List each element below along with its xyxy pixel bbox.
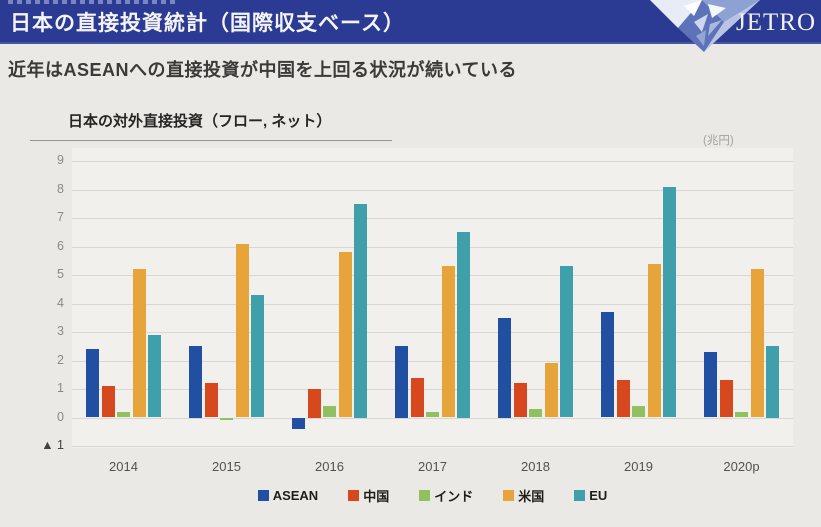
- bar-中国-2014: [101, 386, 115, 418]
- bar-インド-2017: [426, 411, 439, 418]
- bar-インド-2019: [632, 406, 645, 418]
- x-axis-tick-label: 2014: [109, 459, 138, 474]
- y-axis-tick-label: 4: [57, 295, 64, 310]
- legend-item-ASEAN: ASEAN: [257, 486, 319, 505]
- y-axis-tick-label: 8: [57, 181, 64, 196]
- bar-米国-2018: [544, 363, 558, 418]
- legend-item-中国: 中国: [348, 486, 389, 505]
- plot-background: [72, 148, 793, 448]
- legend-item-EU: EU: [574, 486, 607, 505]
- gridline: [72, 332, 793, 333]
- bar-中国-2018: [513, 383, 527, 418]
- gridline: [72, 360, 793, 362]
- slide-subtitle: 近年はASEANへの直接投資が中国を上回る状況が続いている: [8, 60, 517, 80]
- gridline: [72, 446, 793, 447]
- bar-中国-2016: [307, 389, 321, 418]
- page-title: 日本の直接投資統計（国際収支ベース）: [10, 12, 405, 35]
- chart-title-block: 日本の対外直接投資（フロー, ネット）: [30, 110, 392, 141]
- legend-label: ASEAN: [272, 488, 319, 503]
- bar-中国-2017: [410, 377, 424, 418]
- gridline: [72, 417, 793, 419]
- bar-EU-2015: [251, 294, 264, 418]
- bar-ASEAN-2016: [292, 417, 305, 429]
- legend-label: EU: [589, 488, 608, 503]
- legend-label: 米国: [518, 489, 545, 504]
- bar-インド-2014: [117, 411, 130, 418]
- gridline: [72, 275, 793, 276]
- bar-インド-2020p: [735, 411, 748, 418]
- bar-EU-2018: [560, 266, 573, 418]
- legend-label: 中国: [363, 489, 390, 504]
- bar-EU-2019: [663, 186, 676, 418]
- bar-EU-2014: [148, 334, 161, 418]
- bar-中国-2019: [616, 380, 630, 418]
- gridline: [72, 189, 793, 191]
- legend-swatch-icon: [574, 490, 586, 501]
- y-axis-tick-label: 5: [57, 267, 64, 281]
- gridline: [72, 161, 793, 162]
- bar-米国-2020p: [750, 269, 764, 418]
- y-axis-tick-label: ▲ 1: [41, 438, 64, 452]
- bar-米国-2017: [441, 266, 455, 418]
- legend-swatch-icon: [348, 490, 360, 501]
- x-axis-tick-label: 2018: [521, 459, 550, 474]
- bar-ASEAN-2019: [601, 312, 614, 418]
- bar-ASEAN-2018: [498, 317, 511, 418]
- legend-swatch-icon: [257, 490, 269, 501]
- bar-EU-2016: [354, 203, 367, 418]
- y-axis-tick-label: 6: [57, 238, 64, 253]
- bar-EU-2020p: [766, 346, 779, 418]
- jetro-logo-text: JETRO: [736, 9, 816, 36]
- legend-item-インド: インド: [419, 486, 473, 505]
- x-axis-tick-label: 2020p: [723, 459, 760, 474]
- bar-ASEAN-2017: [395, 346, 408, 418]
- bar-インド-2015: [220, 417, 233, 421]
- chart-legend: ASEAN 中国 インド 米国 EU: [72, 486, 793, 505]
- gridline: [72, 303, 793, 305]
- x-axis-tick-label: 2016: [315, 459, 344, 474]
- y-axis-tick-label: 9: [57, 153, 64, 167]
- bar-米国-2019: [647, 263, 661, 418]
- clipped-text-remnant: [8, 0, 178, 4]
- unit-label: (兆円): [703, 135, 734, 147]
- bar-米国-2014: [132, 269, 146, 418]
- gridline: [72, 389, 793, 390]
- legend-label: インド: [434, 489, 474, 504]
- y-axis-tick-label: 3: [57, 324, 64, 338]
- legend-item-米国: 米国: [503, 486, 544, 505]
- bar-インド-2016: [323, 406, 336, 418]
- gridline: [72, 218, 793, 219]
- bar-中国-2020p: [719, 380, 733, 418]
- chart-title: 日本の対外直接投資（フロー, ネット）: [68, 113, 332, 130]
- bar-インド-2018: [529, 408, 542, 418]
- y-axis-tick-label: 1: [57, 381, 64, 395]
- x-axis-tick-label: 2015: [212, 459, 241, 474]
- bar-EU-2017: [457, 232, 470, 418]
- bar-ASEAN-2020p: [704, 351, 717, 418]
- bar-ASEAN-2015: [189, 346, 202, 418]
- x-axis-tick-label: 2019: [624, 459, 653, 474]
- y-axis-tick-label: 2: [57, 352, 64, 367]
- bar-ASEAN-2014: [86, 349, 99, 418]
- bar-米国-2016: [338, 252, 352, 418]
- y-axis-tick-label: 0: [57, 409, 64, 424]
- bar-米国-2015: [235, 243, 249, 418]
- legend-swatch-icon: [419, 490, 431, 501]
- legend-swatch-icon: [503, 490, 515, 501]
- bar-中国-2015: [204, 383, 218, 418]
- jetro-diamond-icon: [650, 0, 760, 52]
- x-axis-tick-label: 2017: [418, 459, 447, 474]
- y-axis-tick-label: 7: [57, 210, 64, 224]
- gridline: [72, 246, 793, 248]
